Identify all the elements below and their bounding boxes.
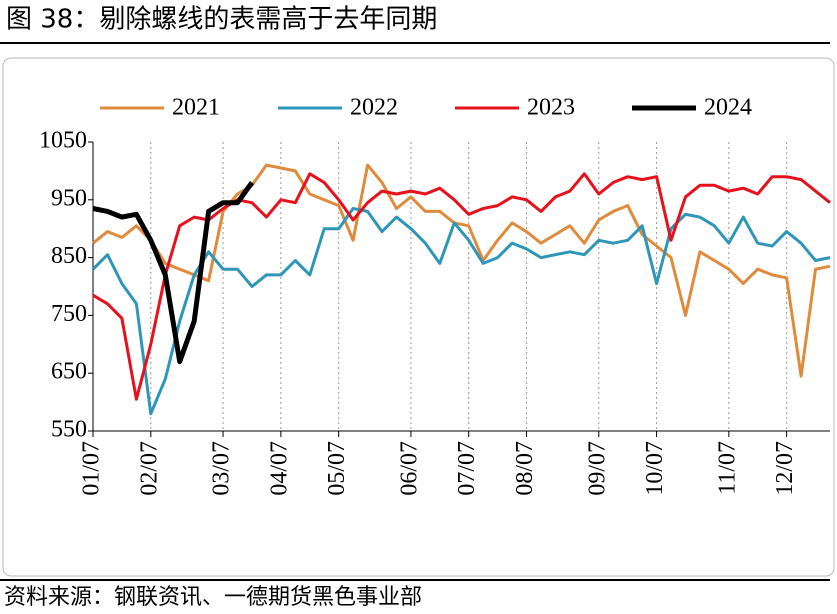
legend-label: 2021 [172,95,220,121]
series-line [92,163,831,378]
series-line [92,181,255,365]
y-tick-label: 550 [51,417,87,443]
series-line [92,172,831,401]
x-tick-label: 04/07 [266,441,292,496]
y-tick-label: 950 [51,185,87,211]
source: 资料来源：钢联资讯、一德期货黑色事业部 [4,585,422,610]
y-tick-label: 1050 [39,128,87,154]
y-tick-label: 850 [51,243,87,269]
x-tick-label: 11/07 [714,441,740,495]
x-tick-label: 06/07 [396,441,422,496]
x-tick-label: 10/07 [642,441,668,496]
x-tick-label: 12/07 [772,441,798,496]
series-line [91,207,831,416]
x-tick-label: 01/07 [79,441,105,496]
legend-label: 2023 [527,95,575,121]
y-tick-label: 750 [51,301,87,327]
chart-title: 图 38：剔除螺线的表需高于去年同期 [6,5,437,35]
legend-label: 2024 [704,95,752,121]
x-tick-label: 02/07 [136,441,162,496]
legend-label: 2022 [350,95,398,121]
x-tick-label: 05/07 [324,441,350,496]
x-tick-label: 03/07 [209,441,235,496]
x-tick-label: 08/07 [512,441,538,496]
x-tick-label: 09/07 [584,441,610,496]
x-tick-label: 07/07 [454,441,480,496]
frame [2,57,835,577]
y-tick-label: 650 [51,359,87,385]
